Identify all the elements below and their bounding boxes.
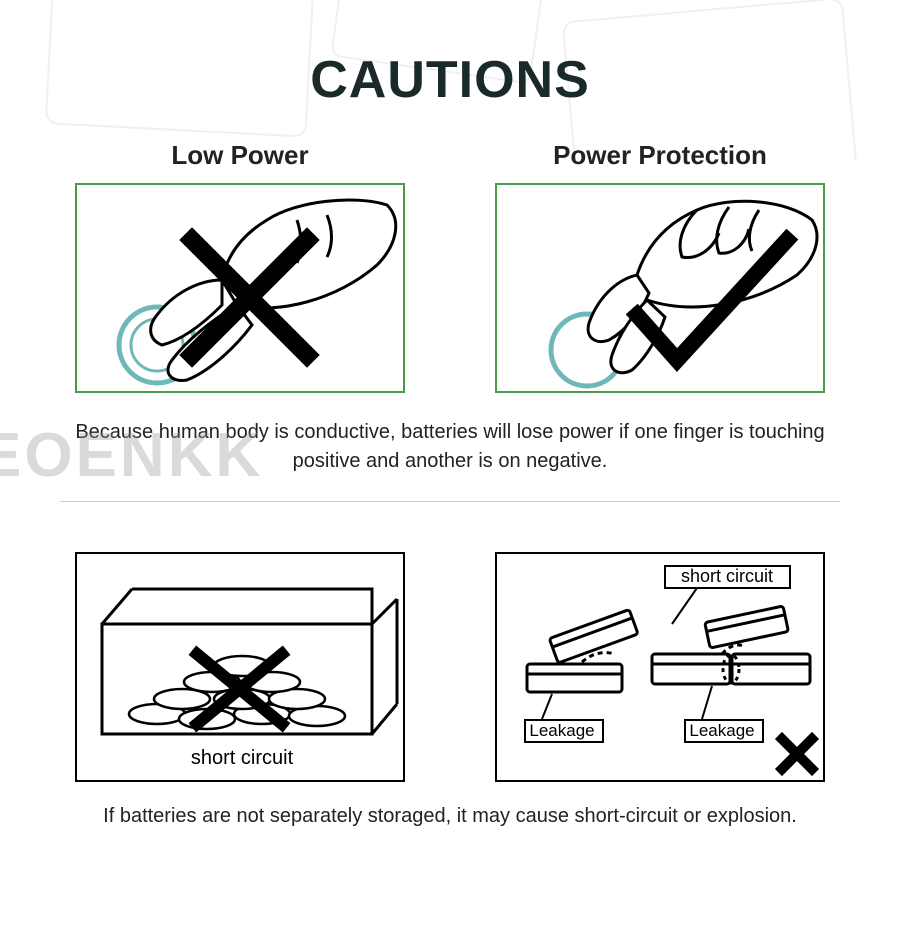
bottom-description: If batteries are not separately storaged… bbox=[60, 802, 840, 831]
watermark-text: EOENKK bbox=[0, 420, 263, 491]
low-power-image bbox=[75, 183, 405, 393]
low-power-panel: Low Power bbox=[60, 140, 420, 393]
power-protection-title: Power Protection bbox=[480, 140, 840, 171]
power-protection-panel: Power Protection bbox=[480, 140, 840, 393]
bottom-row: short circuit short circuit bbox=[60, 552, 840, 782]
power-protection-image bbox=[495, 183, 825, 393]
infographic-content: CAUTIONS Low Power bbox=[0, 0, 900, 831]
short-circuit-box-image: short circuit bbox=[75, 552, 405, 782]
short-circuit-label-svg: short circuit bbox=[191, 747, 294, 769]
svg-text:short circuit: short circuit bbox=[681, 566, 773, 586]
top-row: Low Power bbox=[60, 140, 840, 393]
low-power-title: Low Power bbox=[60, 140, 420, 171]
main-title: CAUTIONS bbox=[60, 50, 840, 110]
leakage-panel: short circuit bbox=[480, 552, 840, 782]
svg-text:Leakage: Leakage bbox=[529, 721, 594, 740]
leakage-image: short circuit bbox=[495, 552, 825, 782]
short-circuit-box-panel: short circuit bbox=[60, 552, 420, 782]
svg-text:Leakage: Leakage bbox=[689, 721, 754, 740]
section-divider bbox=[60, 501, 840, 502]
